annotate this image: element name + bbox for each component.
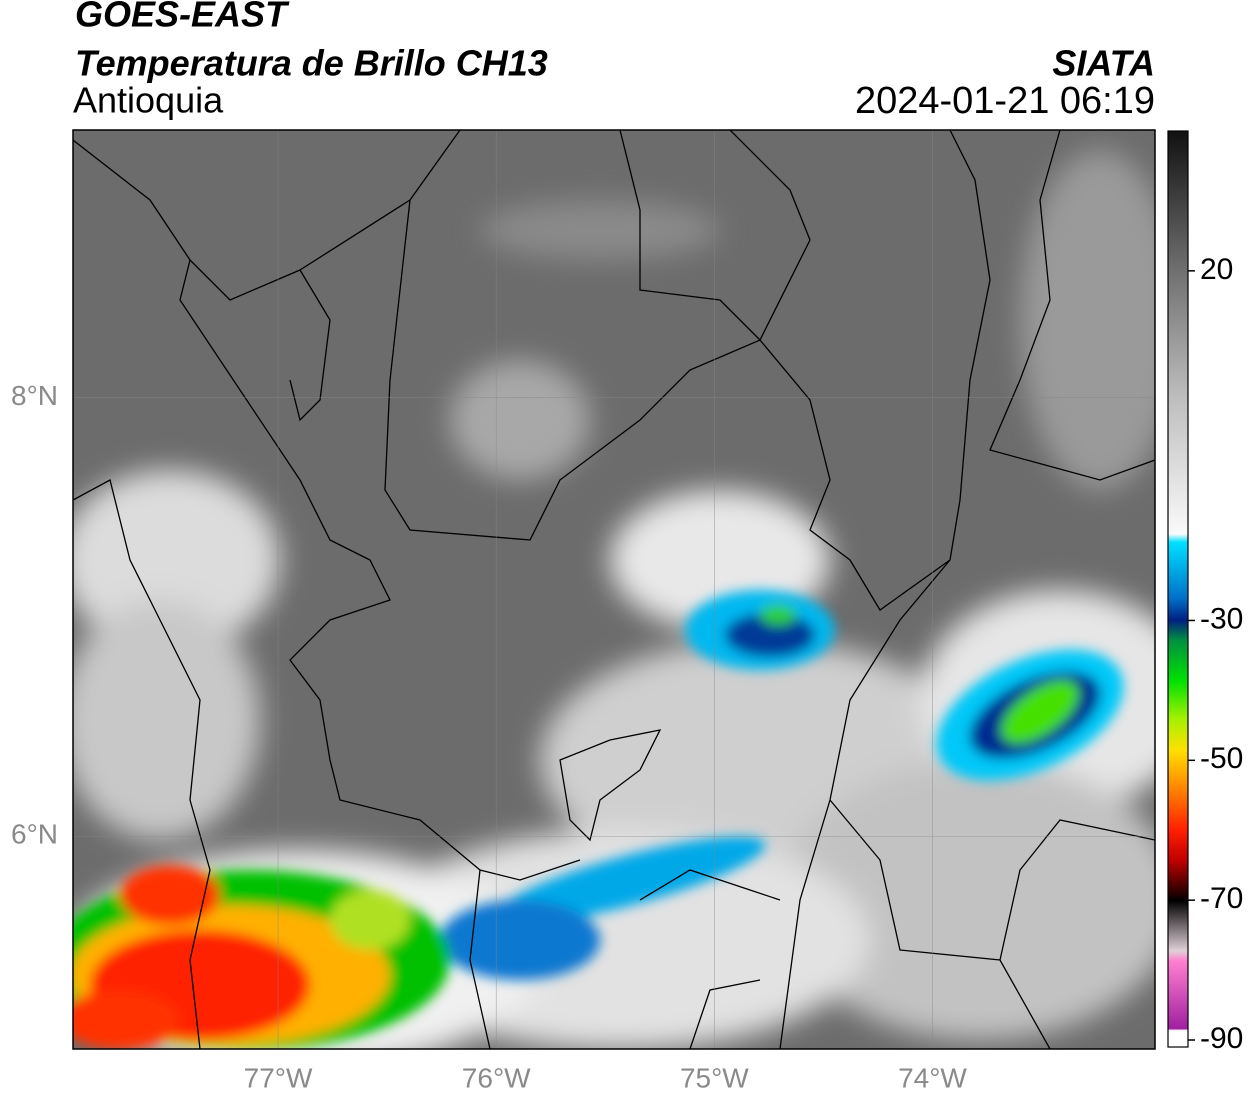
colorbar-tick-label: -70 [1200, 882, 1243, 915]
region: Antioquia [73, 80, 224, 121]
x-tick-label: 75°W [680, 1062, 749, 1093]
datetime: 2024-01-21 06:19 [855, 80, 1155, 122]
colorbar-tick-label: -30 [1200, 602, 1243, 635]
x-tick-label: 76°W [462, 1062, 531, 1093]
x-tick-label: 74°W [898, 1062, 967, 1093]
colorbar-tick-label: -50 [1200, 742, 1243, 775]
satellite-image [73, 130, 1155, 1049]
subtitle: Temperatura de Brillo CH13 [75, 43, 548, 84]
y-tick-label: 6°N [11, 819, 58, 850]
colorbar-tick-label: 20 [1200, 253, 1233, 286]
title: GOES-EAST [75, 0, 290, 35]
graticule [73, 130, 1155, 1049]
colorbar-tick-label: -90 [1200, 1022, 1243, 1055]
x-tick-label: 77°W [244, 1062, 313, 1093]
source: SIATA [1052, 43, 1155, 84]
borders [73, 130, 1155, 1049]
map-frame [72, 129, 1156, 1050]
y-tick-label: 8°N [11, 380, 58, 411]
colorbar [1167, 130, 1189, 1048]
